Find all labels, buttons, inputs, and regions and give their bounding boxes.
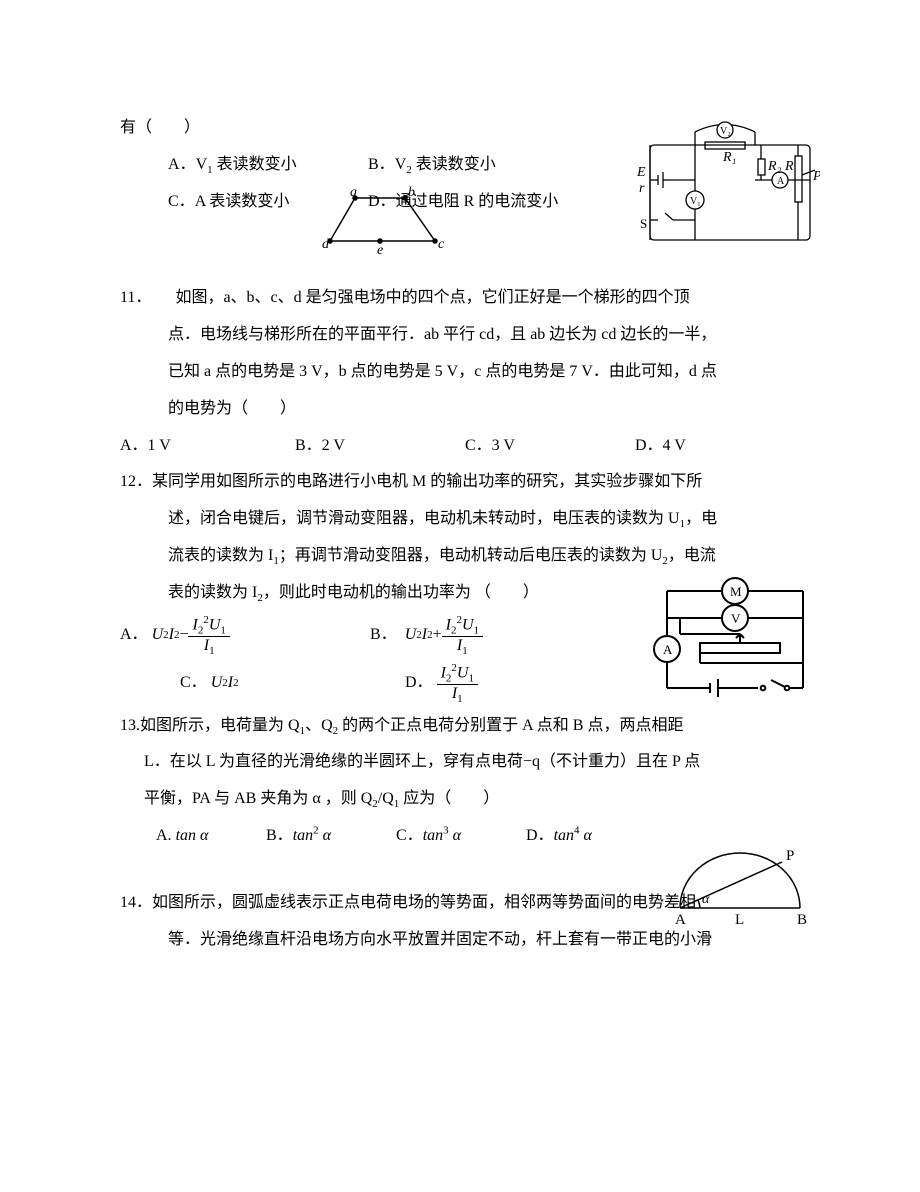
- opt-D: D． I22U1I1: [405, 662, 478, 706]
- svg-text:P: P: [786, 848, 794, 864]
- svg-text:A: A: [777, 176, 785, 187]
- svg-text:V₁: V₁: [690, 196, 701, 207]
- svg-text:R₂: R₂: [767, 159, 782, 174]
- svg-text:R₁: R₁: [722, 150, 736, 165]
- q11: 11． 如图，a、b、c、d 是匀强电场中的四个点，它们正好是一个梯形的四个顶: [120, 280, 805, 317]
- svg-text:b: b: [408, 186, 415, 200]
- semicircle-diagram: A B L P α: [660, 838, 820, 948]
- svg-text:e: e: [377, 243, 383, 258]
- svg-text:L: L: [735, 912, 744, 928]
- circuit1-diagram: V₂ R₁ R₂ R A V₁ E r S P: [625, 120, 820, 275]
- svg-text:S: S: [640, 216, 647, 231]
- svg-text:A: A: [663, 642, 673, 657]
- svg-text:M: M: [730, 584, 742, 599]
- circuit2-diagram: M V A: [650, 576, 820, 721]
- q12: 12．某同学用如图所示的电路进行小电机 M 的输出功率的研究，其实验步骤如下所: [120, 464, 805, 501]
- svg-text:V₂: V₂: [720, 126, 731, 137]
- svg-text:R: R: [784, 159, 794, 174]
- opt-A: A．V1 表读数变小: [168, 147, 368, 184]
- svg-text:c: c: [438, 237, 445, 252]
- svg-text:A: A: [675, 912, 686, 928]
- opt-B: B．V2 表读数变小: [368, 147, 496, 184]
- trapezoid-diagram: a b c d e: [320, 186, 450, 276]
- svg-text:α: α: [702, 892, 710, 907]
- svg-text:V: V: [731, 611, 741, 626]
- svg-text:P: P: [812, 169, 820, 184]
- svg-text:B: B: [797, 912, 807, 928]
- opt-A: A． U2I2 − I22U1I1: [120, 614, 370, 658]
- svg-text:r: r: [639, 181, 645, 196]
- opt-C: C． U2I2: [180, 665, 405, 702]
- q11-opts: A．1 V B．2 V C．3 V D．4 V: [120, 428, 805, 465]
- svg-text:a: a: [350, 186, 357, 200]
- svg-text:E: E: [636, 165, 646, 180]
- svg-text:d: d: [322, 237, 330, 252]
- opt-B: B． U2I2 + I22U1I1: [370, 614, 483, 658]
